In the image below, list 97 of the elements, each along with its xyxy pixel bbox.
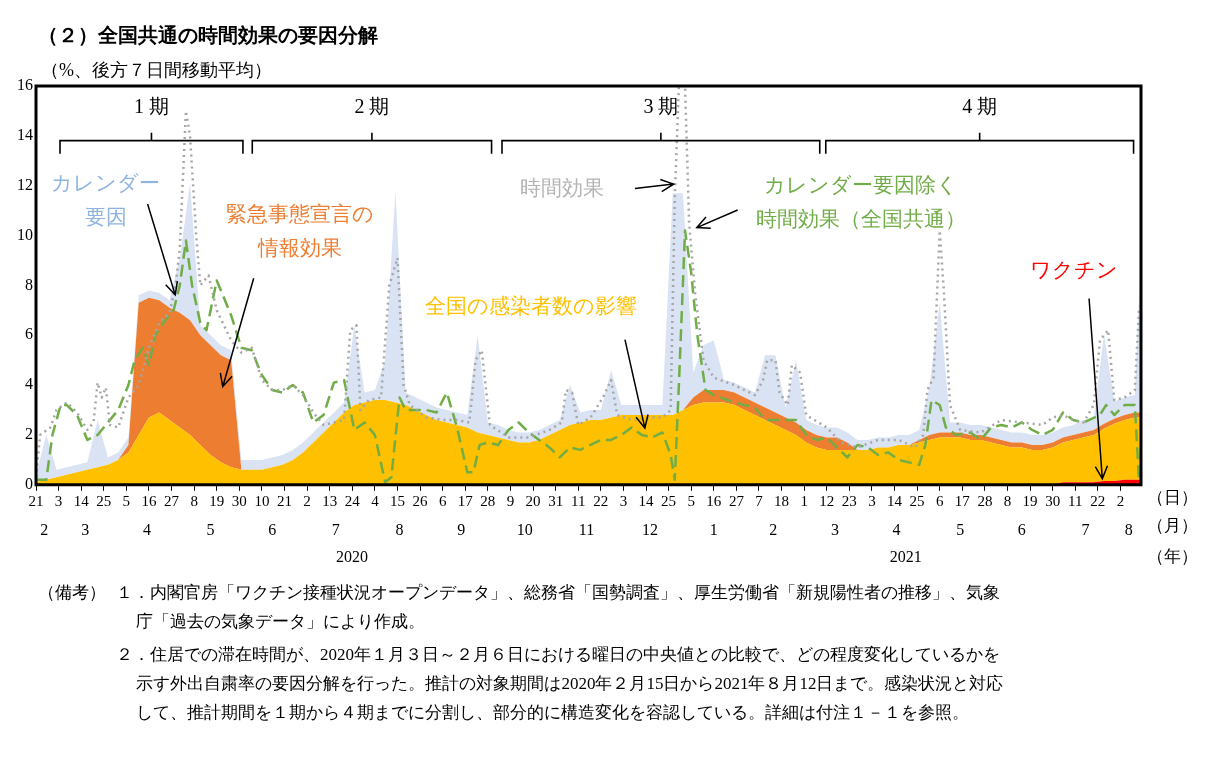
text: （備考） bbox=[38, 582, 106, 604]
x-tick-label: 25 bbox=[909, 492, 925, 509]
chart-title: （２）全国共通の時間効果の要因分解 bbox=[37, 22, 379, 49]
x-tick-label: 13 bbox=[322, 492, 338, 509]
text: 時間効果 bbox=[519, 176, 604, 201]
x2-tick-label: 1 bbox=[709, 520, 718, 538]
x-tick-label: 6 bbox=[935, 492, 944, 509]
x2-tick-label: 11 bbox=[578, 520, 595, 538]
x-tick-label: 19 bbox=[1022, 492, 1038, 509]
x-tick-label: 27 bbox=[728, 492, 745, 509]
x-tick-label: 6 bbox=[438, 492, 447, 509]
x-tick-label: 24 bbox=[344, 492, 361, 509]
y-tick-label: 14 bbox=[17, 126, 33, 144]
x-axis-title: （日） bbox=[1147, 488, 1198, 508]
x-tick-label: 11 bbox=[571, 492, 586, 509]
x-tick-label: 22 bbox=[593, 492, 609, 509]
x2-tick-label: 4 bbox=[142, 520, 151, 538]
x-tick-label: 21 bbox=[28, 492, 44, 509]
x-tick-label: 30 bbox=[1045, 492, 1061, 509]
x2-axis-title: （月） bbox=[1147, 516, 1198, 536]
x-tick-label: 4 bbox=[371, 492, 380, 509]
y-tick-label: 0 bbox=[25, 475, 33, 492]
x-tick-label: 17 bbox=[457, 492, 474, 509]
x-tick-label: 1 bbox=[800, 492, 808, 509]
x-tick-label: 28 bbox=[977, 492, 993, 509]
annotation: 1 期 bbox=[133, 95, 169, 118]
y-tick-label: 12 bbox=[17, 175, 33, 193]
x-tick-label: 11 bbox=[1068, 492, 1083, 509]
x2-tick-label: 4 bbox=[892, 520, 901, 538]
x2-tick-label: 5 bbox=[206, 520, 215, 538]
x-tick-label: 28 bbox=[480, 492, 496, 509]
x2-tick-label: 3 bbox=[830, 520, 839, 538]
x2-tick-label: 9 bbox=[457, 520, 466, 538]
x-tick-label: 8 bbox=[1003, 492, 1012, 509]
x-tick-label: 14 bbox=[73, 492, 90, 509]
x-tick-label: 2 bbox=[1116, 492, 1125, 509]
x-tick-label: 14 bbox=[887, 492, 903, 509]
x-tick-label: 5 bbox=[122, 492, 131, 509]
x-tick-label: 23 bbox=[841, 492, 857, 509]
x-tick-label: 3 bbox=[54, 492, 63, 509]
x-tick-label: 25 bbox=[96, 492, 112, 509]
x2-tick-label: 6 bbox=[1017, 520, 1026, 538]
x2-tick-label: 7 bbox=[1081, 520, 1090, 538]
y-tick-label: 10 bbox=[17, 225, 33, 243]
x2-tick-label: 6 bbox=[268, 520, 277, 538]
x-tick-label: 19 bbox=[209, 492, 225, 509]
x-tick-label: 20 bbox=[525, 492, 541, 509]
y-tick-label: 6 bbox=[25, 325, 33, 343]
x2-tick-label: 2 bbox=[769, 520, 778, 538]
x2-tick-label: 12 bbox=[642, 520, 659, 538]
text: カレンダー要因除く時間効果（全国共通） bbox=[756, 172, 967, 231]
annotation: 3 期 bbox=[643, 95, 679, 118]
x2-tick-label: 5 bbox=[956, 520, 965, 538]
text: ワクチン bbox=[1029, 257, 1118, 282]
x-tick-label: 30 bbox=[231, 492, 247, 509]
x-tick-label: 16 bbox=[706, 492, 722, 509]
x2-tick-label: 2 bbox=[40, 520, 49, 538]
text: 2020 bbox=[336, 548, 369, 566]
x-tick-label: 31 bbox=[548, 492, 564, 509]
y-tick-label: 8 bbox=[25, 275, 33, 293]
x-tick-label: 7 bbox=[755, 492, 764, 509]
text: １．内閣官房「ワクチン接種状況オープンデータ」、総務省「国勢調査」、厚生労働省「新規陽性者の推移」、気象庁「過去の気象データ」により作成。 bbox=[116, 582, 1001, 633]
y-tick-label: 4 bbox=[25, 375, 33, 393]
x2-tick-label: 8 bbox=[395, 520, 404, 538]
x-tick-label: 17 bbox=[954, 492, 971, 509]
x-tick-label: 21 bbox=[277, 492, 293, 509]
x-tick-label: 10 bbox=[254, 492, 270, 509]
x-tick-label: 18 bbox=[774, 492, 790, 509]
x2-tick-label: 10 bbox=[516, 520, 533, 538]
x-tick-label: 8 bbox=[190, 492, 198, 509]
x2-tick-label: 3 bbox=[81, 520, 90, 538]
x-tick-label: 12 bbox=[819, 492, 835, 509]
x-tick-label: 27 bbox=[164, 492, 180, 509]
y-tick-label: 16 bbox=[17, 76, 33, 94]
x-tick-label: 5 bbox=[687, 492, 695, 509]
text: 全国の感染者数の影響 bbox=[425, 294, 638, 319]
x-tick-label: 25 bbox=[661, 492, 677, 509]
x-tick-label: 3 bbox=[619, 492, 628, 509]
y-tick-label: 2 bbox=[25, 425, 33, 443]
series-label: カレンダー要因 bbox=[51, 170, 161, 229]
y-axis-title: （%、後方７日間移動平均） bbox=[41, 59, 272, 80]
text: 2021 bbox=[889, 548, 922, 566]
x2-tick-label: 7 bbox=[331, 520, 340, 538]
text: ２．住居での滞在時間が、2020年１月３日～２月６日における曜日の中央値との比較で、どの程度変化しているかを示す外出自粛率の要因分解を行った。推計の対象期間は2020年２月15日から2021年８月12日まで。感染状況と対応して、推計期間を１期から４期までに分割し、部分的に構造変化を容認している。詳細は付注１－１を参照。 bbox=[116, 644, 1005, 724]
annotation: 2 期 bbox=[354, 95, 390, 118]
x-tick-label: 15 bbox=[389, 492, 405, 509]
x2-tick-label: 8 bbox=[1124, 520, 1133, 538]
x-tick-label: 9 bbox=[506, 492, 515, 509]
x-tick-label: 22 bbox=[1090, 492, 1106, 509]
x-tick-label: 2 bbox=[303, 492, 311, 509]
x-tick-label: 14 bbox=[638, 492, 655, 509]
text: （年） bbox=[1147, 547, 1198, 567]
x-tick-label: 26 bbox=[412, 492, 429, 509]
x-tick-label: 16 bbox=[141, 492, 157, 509]
text: 緊急事態宣言の情報効果 bbox=[226, 202, 375, 261]
annotation: 4 期 bbox=[962, 95, 998, 118]
x-tick-label: 3 bbox=[868, 492, 876, 509]
